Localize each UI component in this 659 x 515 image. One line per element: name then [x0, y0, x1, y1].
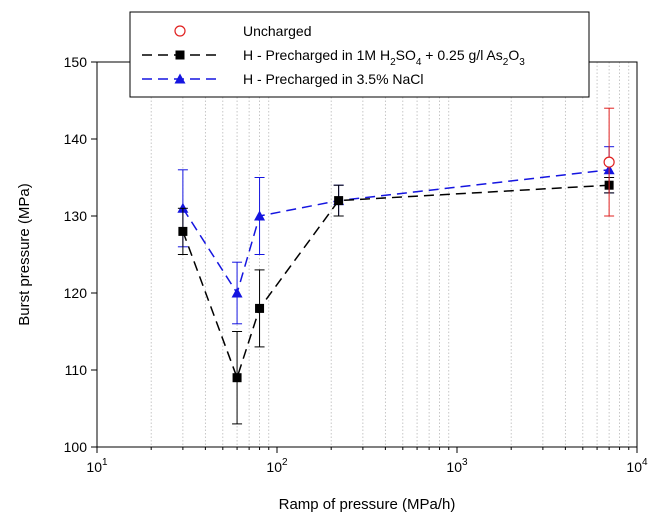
data-point — [603, 156, 615, 168]
data-point — [255, 303, 265, 313]
x-axis-title: Ramp of pressure (MPa/h) — [279, 496, 456, 513]
legend-label: H - Precharged in 1M H2SO4 + 0.25 g/l As… — [243, 47, 525, 68]
legend-label: H - Precharged in 3.5% NaCl — [243, 71, 424, 87]
y-tick-label: 110 — [65, 362, 88, 378]
y-tick-label: 130 — [64, 208, 88, 224]
x-tick-label: 101 — [86, 457, 108, 475]
x-tick-label: 102 — [266, 457, 288, 475]
legend-marker — [174, 73, 186, 84]
series-group — [603, 107, 615, 217]
x-tick-label: 104 — [626, 457, 648, 475]
data-point — [178, 226, 188, 236]
y-tick-label: 100 — [64, 439, 88, 455]
y-tick-label: 120 — [64, 285, 88, 301]
data-point — [254, 210, 266, 221]
data-series — [177, 107, 615, 425]
y-tick-label: 140 — [64, 131, 88, 147]
grid-lines — [150, 62, 630, 447]
x-tick-label: 103 — [446, 457, 468, 475]
legend: Uncharged H - Precharged in 1M H2SO4 + 0.… — [129, 11, 590, 98]
data-point — [232, 373, 242, 383]
data-point — [231, 287, 243, 298]
legend-marker — [175, 50, 185, 60]
y-axis-title: Burst pressure (MPa) — [16, 183, 33, 326]
data-point — [334, 196, 344, 206]
y-tick-label: 150 — [64, 54, 88, 70]
legend-label: Uncharged — [243, 23, 312, 39]
legend-marker — [174, 25, 186, 37]
axis-ticks: 101 102 103 104 100 110 120 130 140 150 — [64, 54, 648, 475]
